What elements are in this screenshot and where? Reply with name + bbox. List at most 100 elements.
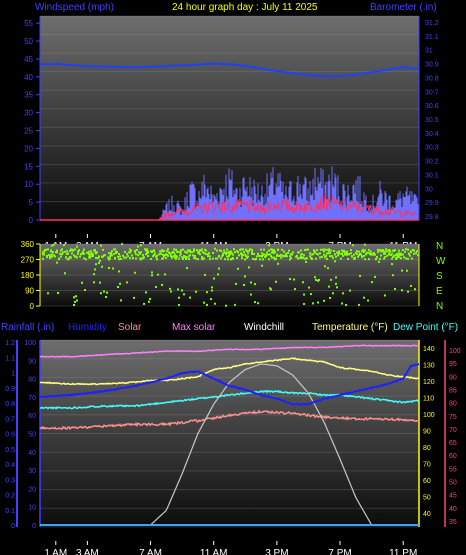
direction-point bbox=[156, 254, 158, 257]
direction-point bbox=[232, 253, 234, 256]
direction-point bbox=[61, 253, 63, 256]
direction-point bbox=[111, 254, 113, 257]
direction-point bbox=[382, 249, 384, 252]
temperature-tick-label: 120 bbox=[423, 379, 435, 386]
direction-point bbox=[122, 254, 124, 257]
compass-label: N bbox=[436, 301, 443, 312]
compass-label: W bbox=[436, 256, 446, 267]
direction-point bbox=[167, 248, 169, 251]
direction-point bbox=[177, 250, 179, 253]
direction-point bbox=[368, 249, 370, 252]
barometer-tick-label: 30.2 bbox=[425, 159, 439, 166]
direction-point bbox=[75, 255, 77, 258]
humidity-tick-label: 40 bbox=[28, 450, 36, 457]
direction-point bbox=[346, 250, 348, 253]
direction-point bbox=[169, 252, 171, 255]
direction-point bbox=[235, 282, 237, 285]
direction-point bbox=[244, 258, 246, 261]
direction-point bbox=[173, 248, 175, 251]
humidity-tick-label: 70 bbox=[28, 395, 36, 402]
direction-point bbox=[67, 252, 69, 255]
direction-point bbox=[76, 299, 78, 302]
direction-point bbox=[140, 244, 142, 247]
direction-point bbox=[392, 274, 394, 277]
direction-point bbox=[163, 249, 165, 252]
direction-point bbox=[98, 261, 100, 264]
barometer-tick-label: 30.4 bbox=[425, 131, 439, 138]
direction-point bbox=[357, 255, 359, 258]
direction-point bbox=[273, 252, 275, 255]
direction-point bbox=[241, 257, 243, 260]
direction-point bbox=[161, 249, 163, 252]
direction-point bbox=[358, 303, 360, 306]
direction-point bbox=[290, 256, 292, 259]
direction-point bbox=[189, 254, 191, 257]
direction-point bbox=[203, 301, 205, 304]
direction-point bbox=[303, 293, 305, 296]
temperature-tick-label: 90 bbox=[423, 429, 431, 436]
windchill-label: Windchill bbox=[244, 322, 284, 333]
direction-point bbox=[328, 285, 330, 288]
direction-point bbox=[129, 248, 131, 251]
direction-point bbox=[182, 256, 184, 259]
direction-point bbox=[345, 304, 347, 307]
humidity-tick-label: 50 bbox=[28, 432, 36, 439]
direction-point bbox=[147, 254, 149, 257]
direction-point bbox=[120, 299, 122, 302]
direction-point bbox=[206, 291, 208, 294]
direction-point bbox=[377, 248, 379, 251]
direction-point bbox=[192, 254, 194, 257]
direction-point bbox=[337, 252, 339, 255]
direction-point bbox=[103, 290, 105, 293]
direction-point bbox=[317, 301, 319, 304]
direction-point bbox=[277, 262, 279, 265]
direction-point bbox=[73, 296, 75, 299]
direction-point bbox=[365, 253, 367, 256]
dewpoint-tick-label: 55 bbox=[449, 466, 457, 473]
direction-point bbox=[211, 286, 213, 289]
temperature-tick-label: 60 bbox=[423, 478, 431, 485]
barometer-line bbox=[40, 62, 419, 78]
direction-point bbox=[133, 296, 135, 299]
direction-point bbox=[303, 254, 305, 257]
direction-point bbox=[102, 248, 104, 251]
direction-point bbox=[283, 250, 285, 253]
direction-point bbox=[296, 254, 298, 257]
direction-point bbox=[95, 256, 97, 259]
direction-point bbox=[258, 254, 260, 257]
direction-point bbox=[330, 249, 332, 252]
max-solar-line bbox=[39, 344, 420, 358]
humidity-tick-label: 30 bbox=[28, 468, 36, 475]
direction-point bbox=[188, 250, 190, 253]
direction-point bbox=[328, 248, 330, 251]
direction-point bbox=[384, 256, 386, 259]
direction-point bbox=[207, 253, 209, 256]
windspeed-tick-label: 25 bbox=[24, 127, 33, 136]
direction-point bbox=[276, 253, 278, 256]
direction-point bbox=[361, 255, 363, 258]
direction-point bbox=[225, 253, 227, 256]
direction-point bbox=[397, 255, 399, 258]
direction-point bbox=[356, 253, 358, 256]
direction-point bbox=[63, 244, 65, 247]
direction-point bbox=[316, 249, 318, 252]
direction-point bbox=[329, 255, 331, 258]
direction-point bbox=[275, 257, 277, 260]
direction-point bbox=[337, 254, 339, 257]
direction-point bbox=[358, 250, 360, 253]
direction-point bbox=[118, 253, 120, 256]
direction-point bbox=[261, 264, 263, 267]
direction-point bbox=[394, 249, 396, 252]
direction-point bbox=[72, 248, 74, 251]
barometer-tick-label: 31.1 bbox=[425, 34, 439, 41]
x-tick-label: 11 PM bbox=[389, 548, 417, 555]
direction-point bbox=[51, 255, 53, 258]
direction-point bbox=[221, 255, 223, 258]
direction-point bbox=[64, 272, 66, 275]
humidity-tick-label: 20 bbox=[28, 486, 36, 493]
direction-point bbox=[305, 260, 307, 263]
direction-point bbox=[364, 258, 366, 261]
direction-point bbox=[175, 248, 177, 251]
x-tick-label: 3 PM bbox=[265, 548, 288, 555]
direction-point bbox=[58, 257, 60, 260]
